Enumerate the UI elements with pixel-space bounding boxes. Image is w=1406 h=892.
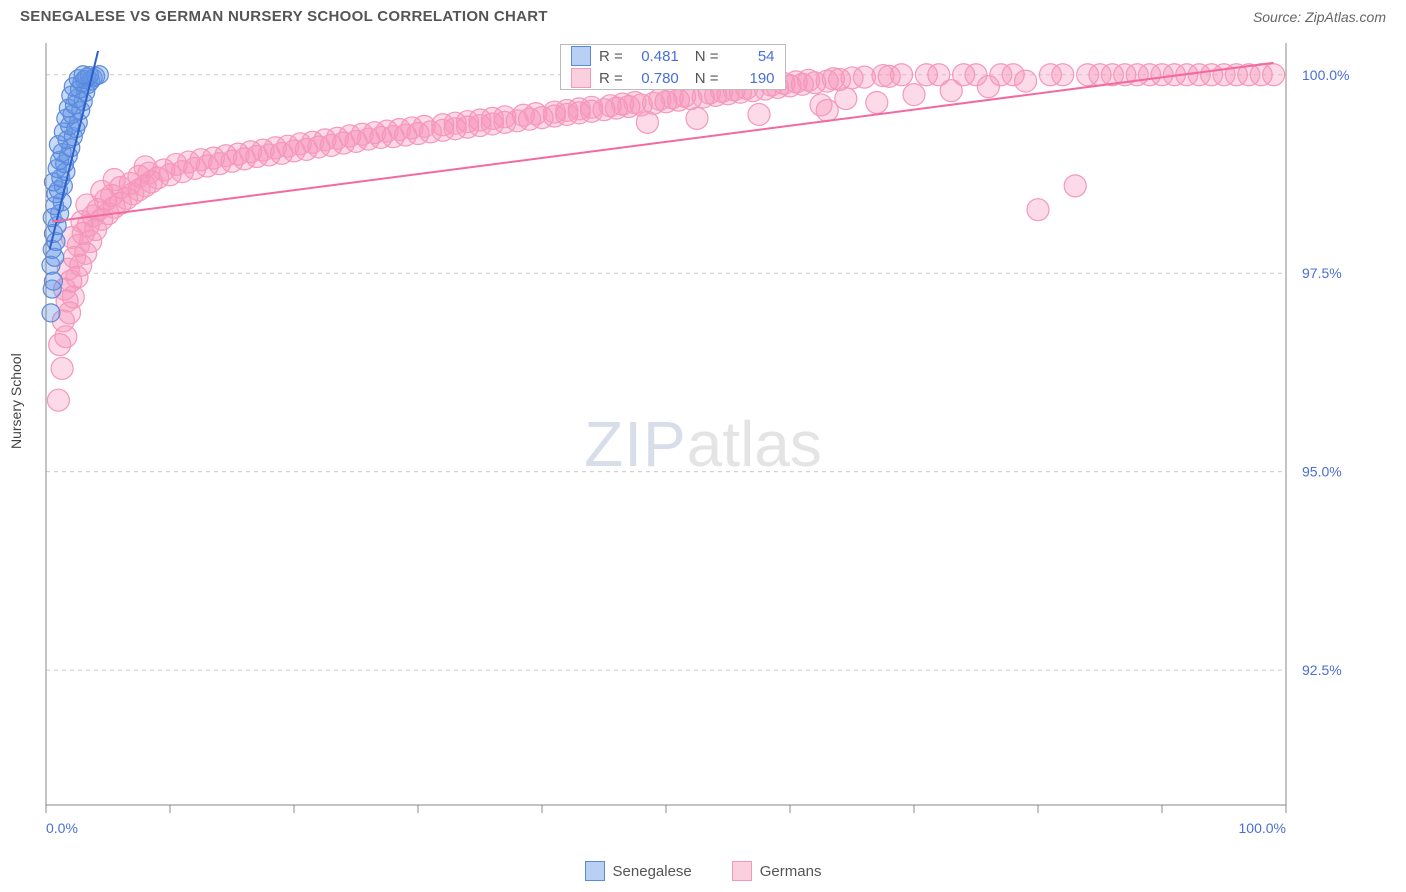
svg-text:100.0%: 100.0% [1302,67,1349,83]
series-legend: Senegalese Germans [0,861,1406,881]
svg-text:97.5%: 97.5% [1302,265,1342,281]
svg-text:0.0%: 0.0% [46,820,78,836]
legend-swatch [732,861,752,881]
legend-label: Germans [760,863,822,880]
stats-legend: R =0.481N =54 R =0.780N =190 [560,44,786,90]
correlation-chart: 92.5% 95.0% 97.5% 100.0% 0.0% 100.0% [0,29,1406,859]
chart-source: Source: ZipAtlas.com [1253,9,1386,25]
stats-legend-row: R =0.481N =54 [561,45,785,67]
y-axis-label: Nursery School [8,353,24,449]
legend-text: R =0.780N =190 [599,70,775,87]
legend-text: R =0.481N =54 [599,48,775,65]
legend-item: Germans [732,861,822,881]
legend-swatch [571,68,591,88]
stats-legend-row: R =0.780N =190 [561,67,785,89]
legend-item: Senegalese [585,861,692,881]
svg-text:95.0%: 95.0% [1302,464,1342,480]
chart-header: SENEGALESE VS GERMAN NURSERY SCHOOL CORR… [0,0,1406,29]
legend-swatch [571,46,591,66]
svg-text:100.0%: 100.0% [1239,820,1286,836]
legend-label: Senegalese [613,863,692,880]
chart-title: SENEGALESE VS GERMAN NURSERY SCHOOL CORR… [20,8,548,25]
chart-area: Nursery School 92.5% 95.0% 97.5% 100.0% 0.0%… [0,29,1406,859]
legend-swatch [585,861,605,881]
svg-text:92.5%: 92.5% [1302,662,1342,678]
